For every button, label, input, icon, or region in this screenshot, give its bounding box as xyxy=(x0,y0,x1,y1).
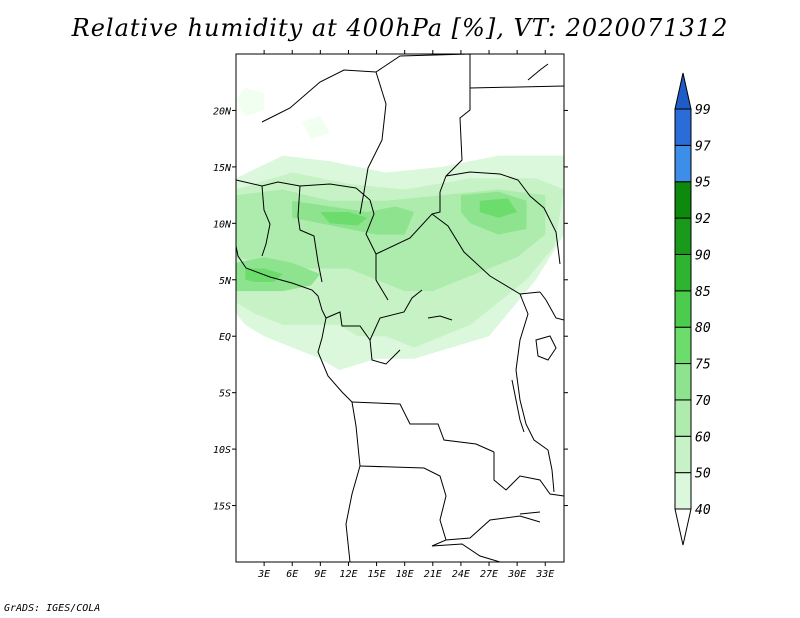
colorbar-label: 80 xyxy=(695,321,711,336)
colorbar-label: 85 xyxy=(695,285,711,300)
colorbar-segment xyxy=(674,108,692,146)
border-south-3 xyxy=(445,515,541,541)
border-congo-4 xyxy=(515,293,549,451)
humidity-field xyxy=(236,87,564,371)
island-3 xyxy=(519,511,541,515)
border-central-1 xyxy=(355,187,389,301)
colorbar: 40 50 60 70 75 80 85 90 92 95 97 99 xyxy=(674,72,711,546)
lat-tick-label: 15N xyxy=(213,163,232,174)
lon-tick-label: 18E xyxy=(396,569,414,580)
map-frame xyxy=(235,53,565,563)
latitude-axis: 20N 15N 10N 5N EQ 5S 10S 15S xyxy=(213,106,568,513)
colorbar-label: 75 xyxy=(695,358,711,373)
lat-tick-label: 10S xyxy=(213,445,231,456)
colorbar-label: 50 xyxy=(695,467,711,482)
border-north-2 xyxy=(359,71,387,215)
colorbar-segment xyxy=(674,144,692,183)
lon-tick-label: 15E xyxy=(368,569,386,580)
island-1 xyxy=(527,63,549,81)
colorbar-segment xyxy=(674,363,692,401)
country-borders xyxy=(236,54,564,562)
lake-malawi xyxy=(547,449,555,493)
colorbar-top-arrow xyxy=(674,72,692,110)
colorbar-label: 95 xyxy=(695,176,711,191)
colorbar-segment xyxy=(674,253,692,292)
lon-tick-label: 6E xyxy=(286,569,298,580)
lat-tick-label: EQ xyxy=(219,332,231,343)
colorbar-segment xyxy=(674,326,692,365)
humidity-area xyxy=(320,212,368,226)
border-east-1 xyxy=(539,291,564,321)
border-north-1 xyxy=(261,54,471,193)
colorbar-bottom-arrow xyxy=(674,508,692,546)
lat-tick-label: 5N xyxy=(219,276,232,287)
humidity-area xyxy=(479,198,518,218)
lat-tick-label: 15S xyxy=(213,502,231,513)
lon-tick-label: 12E xyxy=(339,569,357,580)
colorbar-label: 97 xyxy=(695,139,711,154)
colorbar-segment xyxy=(674,472,692,510)
border-central-2 xyxy=(375,213,541,295)
border-south-2 xyxy=(493,452,564,497)
lake-victoria xyxy=(535,335,557,361)
colorbar-label: 70 xyxy=(695,394,711,409)
lon-tick-label: 27E xyxy=(480,569,498,580)
colorbar-segment xyxy=(674,217,692,255)
border-west-1 xyxy=(236,179,357,189)
lat-tick-label: 10N xyxy=(213,219,232,230)
border-south-4 xyxy=(431,543,501,562)
lat-tick-label: 5S xyxy=(219,389,231,400)
map-title: Relative humidity at 400hPa [%], VT: 202… xyxy=(71,14,729,42)
island-2 xyxy=(427,315,453,321)
colorbar-segment xyxy=(674,290,692,328)
lon-tick-label: 9E xyxy=(314,569,326,580)
lon-tick-label: 30E xyxy=(507,569,526,580)
lon-tick-label: 3E xyxy=(257,569,270,580)
colorbar-label: 92 xyxy=(695,212,711,227)
humidity-area xyxy=(301,116,330,139)
lon-tick-label: 21E xyxy=(424,569,442,580)
colorbar-segment xyxy=(674,399,692,437)
border-west-2 xyxy=(261,185,271,257)
lon-tick-label: 33E xyxy=(535,569,554,580)
border-central-4 xyxy=(445,171,561,265)
colorbar-segment xyxy=(674,435,692,474)
humidity-area xyxy=(236,87,265,117)
border-north-3 xyxy=(469,85,564,89)
lat-tick-label: 20N xyxy=(213,106,232,117)
border-congo-3 xyxy=(351,401,495,453)
colorbar-label: 99 xyxy=(695,103,711,118)
border-west-3 xyxy=(297,185,323,283)
lon-tick-label: 24E xyxy=(452,569,470,580)
border-congo-2 xyxy=(369,339,401,365)
lake-tanganyika xyxy=(511,379,525,433)
colorbar-segment xyxy=(674,181,692,219)
colorbar-label: 40 xyxy=(695,503,711,518)
longitude-axis: 3E 6E 9E 12E 15E 18E 21E 24E 27E 30E 33E xyxy=(257,50,554,580)
border-central-3 xyxy=(431,192,441,215)
credit-text: GrADS: IGES/COLA xyxy=(4,603,101,614)
colorbar-label: 60 xyxy=(695,430,711,445)
colorbar-label: 90 xyxy=(695,248,711,263)
